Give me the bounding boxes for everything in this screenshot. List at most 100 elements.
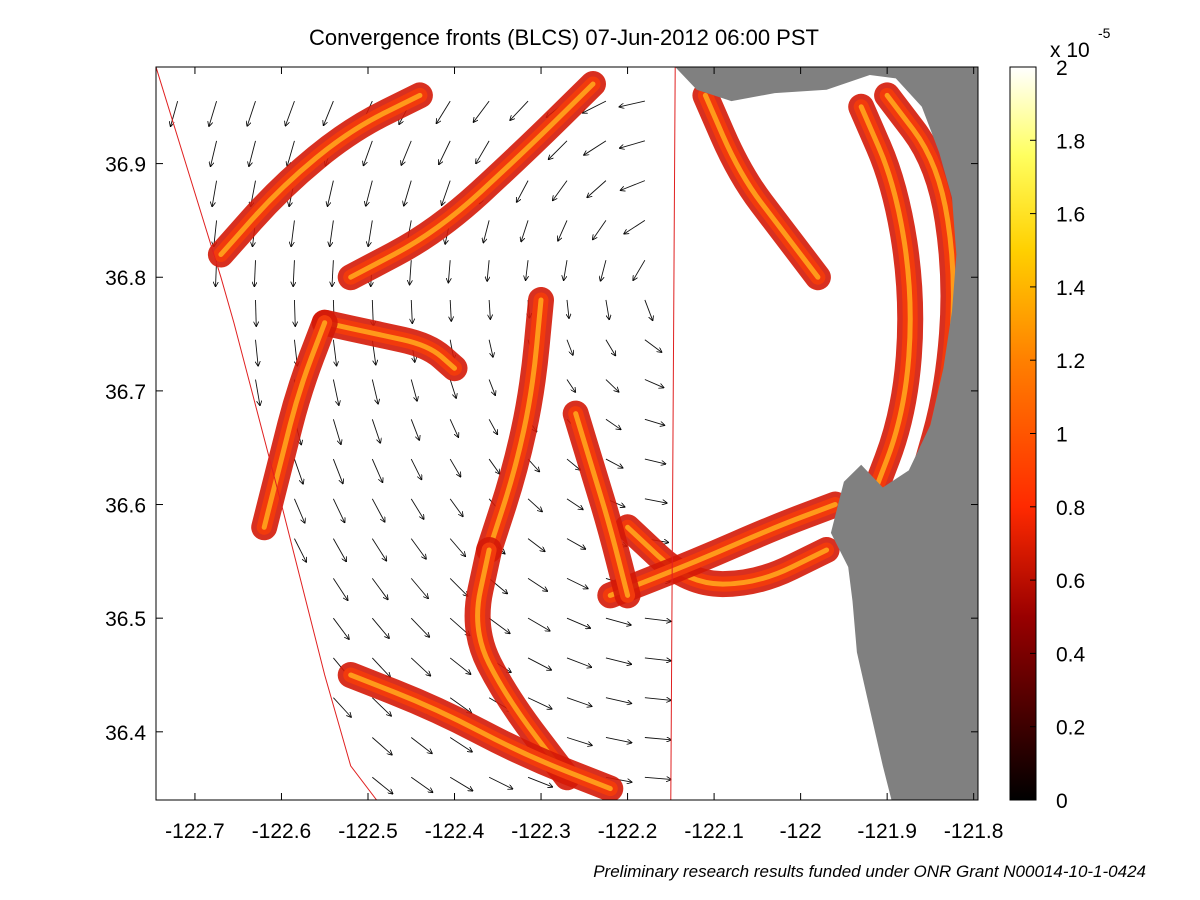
- colorbar-tick-label: 0.2: [1056, 717, 1085, 740]
- current-arrow: [601, 260, 607, 281]
- current-arrow: [330, 220, 334, 246]
- x-tick-label: -122.5: [338, 820, 398, 843]
- current-arrow: [286, 100, 295, 125]
- current-arrow: [332, 260, 333, 286]
- current-arrow: [294, 498, 304, 523]
- current-arrow: [527, 697, 552, 709]
- current-arrow: [410, 737, 432, 753]
- x-tick-label: -122.6: [252, 820, 312, 843]
- current-arrow: [247, 100, 256, 126]
- current-arrow: [439, 140, 451, 164]
- colorbar-tick-label: 1.2: [1056, 350, 1085, 373]
- current-arrow: [372, 776, 392, 793]
- current-arrow: [566, 538, 585, 549]
- front-core: [858, 104, 913, 507]
- current-arrow: [584, 140, 607, 155]
- x-tick-label: -122.2: [598, 820, 658, 843]
- y-tick-label: 36.9: [105, 154, 146, 177]
- current-arrow: [549, 140, 568, 159]
- current-arrow: [209, 100, 217, 126]
- current-arrow: [526, 260, 528, 280]
- current-arrow: [448, 260, 450, 282]
- current-arrow: [521, 220, 529, 241]
- current-arrow: [605, 379, 619, 392]
- current-arrow: [404, 180, 412, 206]
- current-arrow: [410, 578, 428, 598]
- front-core: [218, 92, 423, 257]
- current-arrow: [510, 100, 529, 120]
- land-mass: [675, 67, 978, 800]
- current-arrow: [371, 657, 390, 677]
- current-arrow: [371, 538, 386, 561]
- current-arrow: [364, 140, 373, 165]
- x-tick-label: -122.4: [425, 820, 485, 843]
- current-arrow: [620, 140, 645, 148]
- y-tick-label: 36.4: [105, 722, 146, 745]
- y-tick-label: 36.5: [105, 608, 146, 631]
- front-core: [475, 547, 570, 780]
- current-arrow: [410, 260, 412, 284]
- current-arrow: [410, 538, 426, 559]
- current-arrow: [644, 299, 653, 320]
- current-arrow: [449, 379, 456, 398]
- current-arrow: [566, 379, 575, 392]
- x-tick-label: -122.1: [684, 820, 744, 843]
- current-arrow: [294, 538, 306, 562]
- current-arrow: [294, 458, 303, 484]
- current-arrow: [527, 498, 542, 512]
- current-arrow: [332, 458, 342, 483]
- current-arrow: [332, 538, 346, 562]
- current-arrow: [371, 578, 387, 599]
- current-arrow: [566, 577, 588, 588]
- current-arrow: [437, 100, 451, 123]
- current-arrow: [368, 220, 373, 246]
- y-tick-label: 36.6: [105, 495, 146, 518]
- current-arrow: [332, 339, 336, 366]
- current-arrow: [488, 776, 512, 789]
- current-arrow: [449, 578, 467, 596]
- colorbar-tick-label: 1.6: [1056, 204, 1085, 227]
- current-arrow: [566, 339, 573, 355]
- current-arrow: [605, 418, 621, 429]
- current-arrow: [212, 180, 218, 207]
- current-arrow: [449, 538, 465, 556]
- current-arrow: [553, 180, 568, 201]
- current-arrow: [371, 458, 382, 482]
- current-arrow: [483, 220, 490, 242]
- current-arrow: [371, 379, 378, 404]
- current-arrow: [449, 498, 463, 516]
- current-arrow: [566, 697, 592, 707]
- current-arrow: [620, 100, 645, 107]
- current-arrow: [366, 180, 373, 206]
- current-arrow: [621, 180, 646, 191]
- current-arrow: [332, 419, 340, 444]
- current-arrow: [294, 299, 295, 326]
- current-arrow: [371, 419, 380, 442]
- current-arrow: [372, 697, 391, 716]
- current-arrow: [566, 737, 592, 745]
- current-arrow: [564, 260, 568, 280]
- domain-boundary: [156, 67, 676, 800]
- front-core: [261, 320, 328, 530]
- current-arrow: [256, 339, 259, 366]
- colorbar-tick-label: 1: [1056, 424, 1068, 447]
- current-arrow: [488, 458, 499, 474]
- front-core: [702, 92, 821, 280]
- current-arrow: [449, 458, 460, 476]
- current-arrow: [583, 100, 607, 113]
- current-arrow: [333, 697, 351, 717]
- colorbar-tick-label: 0.8: [1056, 497, 1085, 520]
- current-arrow: [644, 617, 671, 621]
- current-arrow: [372, 737, 392, 754]
- colorbar-tick-label: 1.8: [1056, 130, 1085, 153]
- front-south-band: [337, 662, 624, 800]
- current-arrow: [624, 220, 646, 233]
- front-west-hook-stem: [251, 309, 338, 541]
- current-arrow: [488, 379, 495, 396]
- front-core: [486, 297, 544, 553]
- current-arrow: [324, 100, 334, 125]
- current-arrow: [410, 458, 421, 479]
- current-arrow: [633, 259, 646, 280]
- current-arrow: [566, 458, 580, 470]
